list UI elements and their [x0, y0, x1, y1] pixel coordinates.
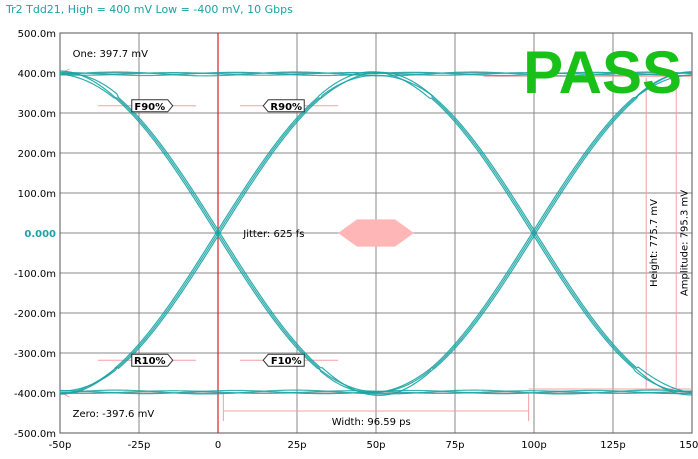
- pass-status: PASS: [523, 39, 682, 106]
- chart-title: Tr2 Tdd21, High = 400 mV Low = -400 mV, …: [6, 3, 293, 16]
- marker-flag-0: [131, 99, 174, 113]
- eye-trace-4: [59, 70, 377, 394]
- eye-trace-5: [59, 73, 377, 396]
- x-tick-label-0: -50p: [49, 440, 72, 451]
- marker-flag-3: [262, 353, 305, 367]
- x-tick-label-2: 0: [215, 440, 221, 451]
- x-tick-label-3: 25p: [287, 440, 306, 451]
- eye-trace-3: [59, 73, 377, 393]
- jitter-label: Jitter: 625 fs: [242, 229, 304, 240]
- level-trace-0-2: [59, 71, 693, 77]
- y-tick-label-7: -200.0m: [14, 309, 56, 320]
- y-tick-label-5: 0.000: [24, 229, 56, 240]
- y-tick-label-2: 300.0m: [18, 109, 56, 120]
- height-label: Height: 775.7 mV: [649, 199, 660, 287]
- y-tick-label-0: 500.0m: [18, 29, 56, 40]
- y-tick-label-4: 100.0m: [18, 189, 56, 200]
- y-tick-label-3: 200.0m: [18, 149, 56, 160]
- x-tick-label-7: 125p: [600, 440, 625, 451]
- marker-flag-1: [262, 99, 305, 113]
- level-trace-1-1: [59, 389, 693, 395]
- y-tick-label-9: -400.0m: [14, 389, 56, 400]
- mask-polygon: [338, 219, 414, 247]
- amplitude-label: Amplitude: 795.3 mV: [679, 190, 690, 296]
- eye-trace-9: [375, 71, 693, 393]
- eye-traces: [59, 70, 693, 396]
- y-tick-label-6: -100.0m: [14, 269, 56, 280]
- marker-label-2: R10%: [134, 356, 166, 367]
- marker-label-1: R90%: [270, 102, 302, 113]
- level-trace-1-2: [59, 389, 693, 395]
- plot-frame: [59, 32, 693, 434]
- x-tick-label-8: 150p: [679, 440, 698, 451]
- x-tick-label-4: 50p: [366, 440, 385, 451]
- y-tick-label-1: 400.0m: [18, 69, 56, 80]
- x-tick-label-5: 75p: [445, 440, 464, 451]
- marker-flag-2: [131, 353, 174, 367]
- zero-level-label: Zero: -397.6 mV: [73, 409, 155, 420]
- marker-label-0: F90%: [134, 102, 165, 113]
- annotations: One: 397.7 mV Zero: -397.6 mV Jitter: 625 …: [73, 39, 691, 428]
- y-tick-label-10: -500.0m: [14, 429, 56, 440]
- width-label: Width: 96.59 ps: [332, 417, 411, 428]
- one-level-label: One: 397.7 mV: [73, 49, 148, 60]
- level-trace-0-1: [59, 71, 693, 77]
- eye-mask: [338, 219, 414, 247]
- y-tick-label-8: -300.0m: [14, 349, 56, 360]
- x-tick-label-1: -25p: [128, 440, 151, 451]
- tick-labels: 500.0m 400.0m 300.0m 200.0m 100.0m 0.000 -100.…: [14, 29, 698, 451]
- x-tick-label-6: 100p: [521, 440, 546, 451]
- eye-trace-11: [375, 74, 693, 394]
- marker-label-3: F10%: [271, 356, 302, 367]
